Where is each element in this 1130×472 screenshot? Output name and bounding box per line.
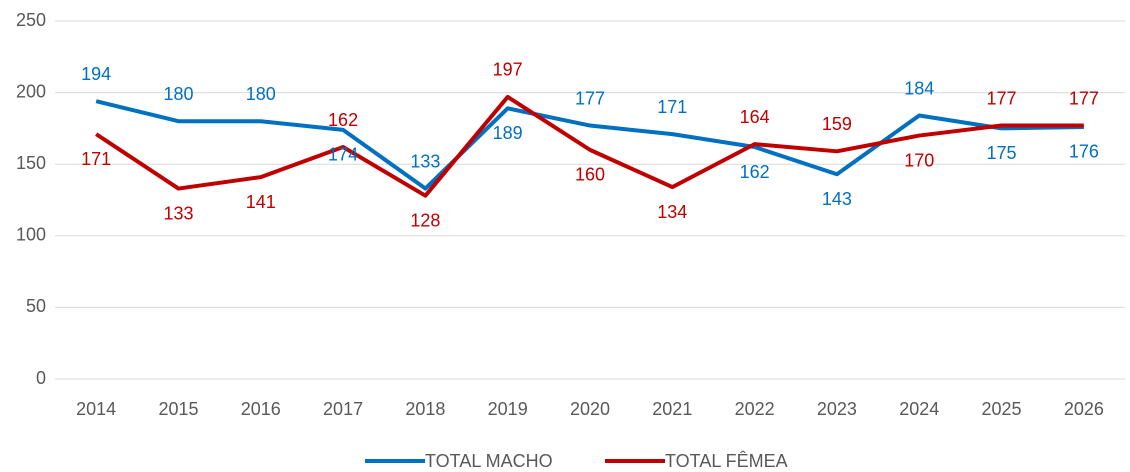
y-tick-label: 100 <box>16 225 46 245</box>
x-tick-label: 2025 <box>982 399 1022 419</box>
data-label: 160 <box>575 165 605 185</box>
data-label: 133 <box>410 151 440 171</box>
data-label: 141 <box>246 192 276 212</box>
data-label: 175 <box>987 143 1017 163</box>
x-tick-label: 2021 <box>652 399 692 419</box>
data-label: 171 <box>81 149 111 169</box>
data-label: 180 <box>246 84 276 104</box>
data-label: 159 <box>822 114 852 134</box>
series-line <box>95 99 1084 191</box>
data-label: 194 <box>81 64 111 84</box>
data-label: 189 <box>493 123 523 143</box>
x-tick-label: 2026 <box>1064 399 1104 419</box>
data-label: 174 <box>328 145 358 165</box>
data-label: 170 <box>904 150 934 170</box>
x-tick-label: 2022 <box>735 399 775 419</box>
x-tick-label: 2018 <box>405 399 445 419</box>
data-label: 176 <box>1069 142 1099 162</box>
x-tick-label: 2020 <box>570 399 610 419</box>
x-tick-label: 2023 <box>817 399 857 419</box>
data-label: 164 <box>740 107 770 127</box>
series-line <box>95 94 1084 198</box>
y-tick-label: 150 <box>16 153 46 173</box>
data-label: 197 <box>493 60 523 80</box>
x-tick-label: 2015 <box>158 399 198 419</box>
data-label: 177 <box>987 88 1017 108</box>
data-label: 184 <box>904 78 934 98</box>
data-label: 171 <box>657 97 687 117</box>
data-label: 180 <box>163 84 193 104</box>
x-tick-label: 2017 <box>323 399 363 419</box>
data-label: 177 <box>575 88 605 108</box>
data-label: 162 <box>328 110 358 130</box>
legend-label: TOTAL FÊMEA <box>665 451 788 471</box>
data-label: 128 <box>410 210 440 230</box>
data-label: 177 <box>1069 88 1099 108</box>
x-tick-label: 2024 <box>899 399 939 419</box>
x-tick-label: 2019 <box>488 399 528 419</box>
data-label: 134 <box>657 202 687 222</box>
y-tick-label: 250 <box>16 10 46 30</box>
x-tick-label: 2014 <box>76 399 116 419</box>
y-tick-label: 200 <box>16 81 46 101</box>
data-label: 143 <box>822 189 852 209</box>
legend-label: TOTAL MACHO <box>425 451 553 471</box>
y-tick-label: 50 <box>26 296 46 316</box>
y-tick-label: 0 <box>36 368 46 388</box>
data-label: 133 <box>163 203 193 223</box>
data-label: 162 <box>740 162 770 182</box>
x-tick-label: 2016 <box>241 399 281 419</box>
